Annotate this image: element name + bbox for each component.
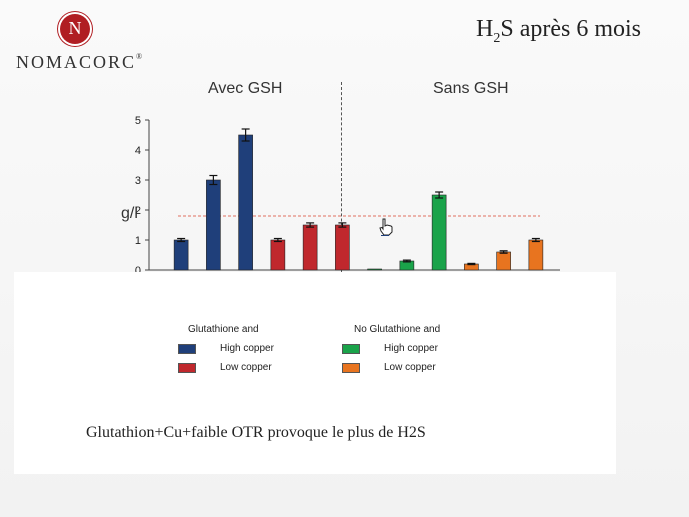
y-tick-label: 3 xyxy=(135,175,141,187)
legend-left-title: Glutathione and xyxy=(188,324,259,335)
bar xyxy=(496,251,511,271)
bar xyxy=(367,268,382,271)
legend-label: High copper xyxy=(220,343,274,354)
title-part-rest: S après 6 mois xyxy=(500,16,642,42)
y-tick-label: 0 xyxy=(135,265,141,277)
y-tick-label: 4 xyxy=(135,145,141,157)
legend-swatch-no-glutathione-high-copper xyxy=(342,343,360,354)
legend-caption-panel xyxy=(14,272,616,474)
bar xyxy=(431,194,447,271)
bar xyxy=(238,134,253,271)
legend-right-low-copper: Low copper xyxy=(342,362,436,373)
logo-wordmark: NOMACORC® xyxy=(16,52,142,73)
nomacorc-logo-icon: N xyxy=(60,14,90,44)
bar xyxy=(206,179,221,271)
legend-swatch-no-glutathione-low-copper xyxy=(342,362,360,373)
group-divider xyxy=(341,82,342,272)
legend-right-title: No Glutathione and xyxy=(354,324,441,335)
legend-left-high-copper: High copper xyxy=(178,343,274,354)
legend-label: Low copper xyxy=(220,362,272,373)
bar xyxy=(270,239,286,271)
legend-right-high-copper: High copper xyxy=(342,343,438,354)
bar xyxy=(528,239,544,271)
legend-left-low-copper: Low copper xyxy=(178,362,272,373)
bar xyxy=(302,224,318,271)
logo-trademark: ® xyxy=(136,52,143,61)
legend-swatch-glutathione-low-copper xyxy=(178,362,196,373)
legend-label: High copper xyxy=(384,343,438,354)
bar xyxy=(335,224,350,271)
bar xyxy=(173,239,189,271)
y-tick-label: 2 xyxy=(135,205,141,217)
y-tick-label: 5 xyxy=(135,115,141,127)
legend-label: Low copper xyxy=(384,362,436,373)
y-tick-label: 1 xyxy=(135,235,141,247)
group-label-with-gsh: Avec GSH xyxy=(208,80,283,97)
title-subscript: 2 xyxy=(493,30,501,46)
y-axis-label: g/l xyxy=(121,205,138,222)
title-part-h: H xyxy=(476,16,494,42)
logo-letter: N xyxy=(68,18,82,38)
slide-title: H2S après 6 mois xyxy=(476,16,641,47)
slide-caption: Glutathion+Cu+faible OTR provoque le plu… xyxy=(86,424,426,441)
logo-wordmark-text: NOMACORC xyxy=(16,52,137,72)
group-label-without-gsh: Sans GSH xyxy=(433,80,509,97)
hand-pointer-icon xyxy=(379,218,393,236)
legend-swatch-glutathione-high-copper xyxy=(178,343,196,354)
